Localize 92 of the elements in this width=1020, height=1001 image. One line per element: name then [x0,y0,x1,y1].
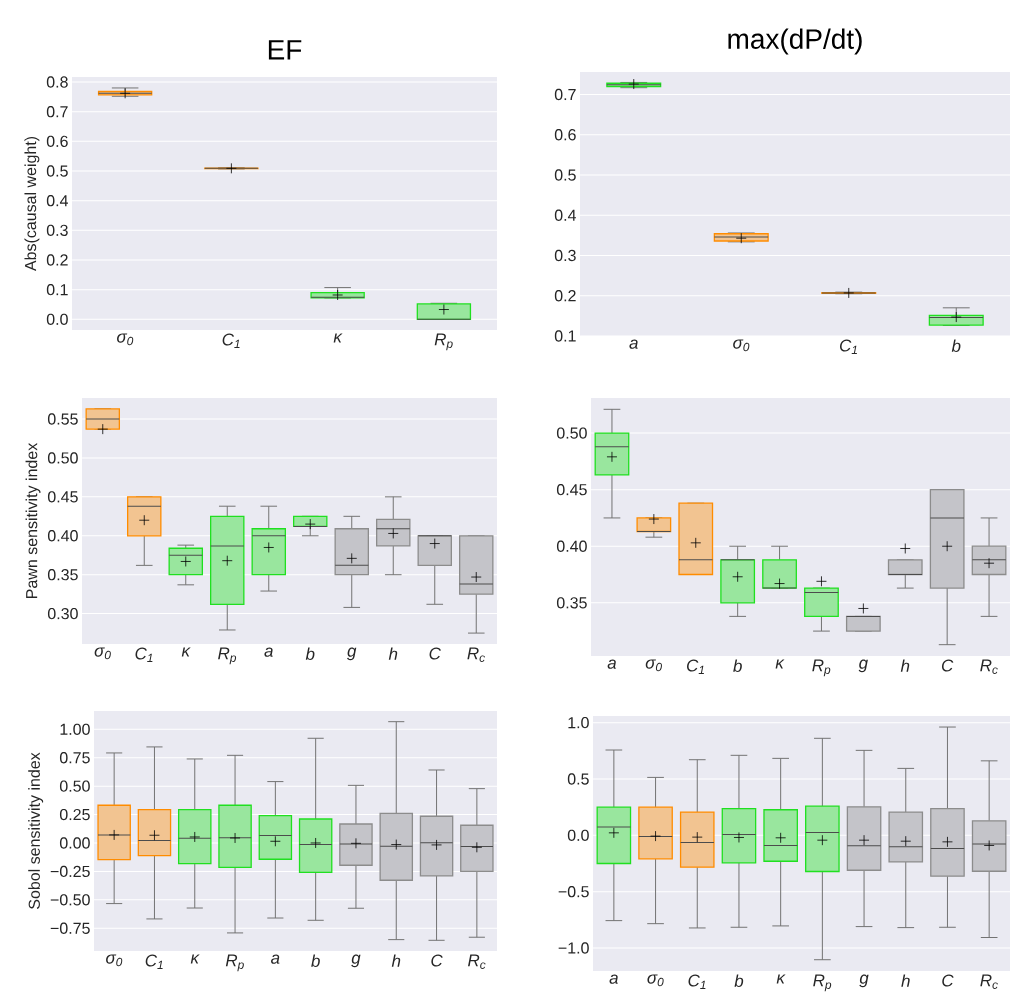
y-tick-label: 0.6 [554,129,576,141]
x-tick-label: C$_{1}$ [687,659,704,674]
x-tick-label: R$_{p}$ [812,659,831,677]
y-tick-label: 0.1 [554,330,576,342]
y-tick-label: 0.75 [59,752,90,764]
y-tick-label: 0.5 [46,165,68,177]
y-tick-label: 0.0 [46,313,68,325]
x-tick-label: a [271,954,280,964]
x-tick-label: C [429,647,441,660]
x-tick-label: h [900,659,910,672]
y-tick-label: 0.8 [46,76,68,88]
x-tick-label: σ$_{0}$ [645,659,662,672]
x-tick-label: R$_{c}$ [468,954,486,969]
y-tick-label: 1.0 [568,716,589,729]
x-tick-label: b [733,659,742,673]
x-tick-label: R$_{p}$ [434,333,453,351]
x-tick-label: g [347,647,357,661]
x-tick-label: g [858,659,868,673]
x-tick-label: κ [776,974,786,984]
x-tick-label: σ$_{0}$ [94,647,111,660]
x-tick-label: h [388,647,398,660]
x-tick-label: b [305,647,315,661]
y-tick-label: −0.25 [50,865,90,878]
y-tick-label: 0.00 [59,837,90,849]
x-tick-label: R$_{c}$ [980,974,998,989]
y-tick-label: −0.5 [558,886,589,898]
x-tick-label: κ [775,659,785,669]
y-tick-label: 0.35 [556,597,587,609]
x-tick-label: C$_{1}$ [135,647,153,662]
x-tick-label: σ$_{0}$ [647,974,664,987]
y-tick-label: 0.50 [556,427,587,439]
y-tick-label: 0.40 [47,530,78,542]
y-tick-label: 0.0 [567,829,589,841]
y-tick-label: 0.4 [46,195,68,207]
y-tick-label: 0.5 [554,169,576,181]
x-tick-label: a [264,647,273,657]
y-tick-label: 0.4 [554,209,576,221]
y-tick-label: 0.3 [554,249,576,262]
x-tick-label: R$_{p}$ [813,974,832,992]
x-tick-label: g [351,954,361,968]
y-tick-label: 0.35 [47,569,78,581]
y-tick-label: 0.5 [567,773,589,785]
y-tick-label: 0.45 [556,483,587,496]
x-tick-label: κ [333,333,343,343]
x-tick-label: C [942,974,954,987]
x-tick-label: σ$_{0}$ [733,339,750,352]
y-tick-label: 0.55 [47,413,78,425]
y-tick-label: 0.30 [47,607,78,620]
x-tick-label: C [941,659,954,672]
x-tick-label: b [951,339,961,353]
y-axis-title: Pawn sensitivity index [25,442,41,598]
x-tick-label: C$_{1}$ [688,974,706,989]
x-tick-label: C$_{1}$ [222,333,240,348]
x-tick-label: a [609,974,618,984]
chart-title: EF [268,40,302,60]
x-tick-label: h [901,974,910,987]
y-tick-label: −1.0 [558,942,589,954]
y-tick-label: 0.25 [59,808,90,821]
y-tick-label: −0.75 [50,922,90,934]
x-tick-label: R$_{c}$ [980,659,998,674]
y-tick-label: 0.3 [46,224,68,236]
x-tick-label: R$_{p}$ [218,647,237,665]
x-tick-label: κ [181,647,191,657]
x-tick-label: C [431,954,443,967]
y-tick-label: 0.40 [556,540,587,552]
x-tick-label: σ$_{0}$ [106,954,123,967]
chart-title: max(dP/dt) [728,28,862,55]
y-tick-label: −0.50 [50,894,90,906]
x-tick-label: R$_{c}$ [467,647,485,662]
x-tick-label: b [734,974,744,988]
y-tick-label: 0.2 [554,290,576,302]
x-tick-label: σ$_{0}$ [117,333,134,346]
y-tick-label: 1.00 [60,723,90,735]
y-tick-label: 0.45 [47,491,78,503]
x-tick-label: b [311,954,320,968]
y-tick-label: 0.50 [47,452,78,464]
y-tick-label: 0.7 [46,106,68,118]
x-tick-label: h [391,954,401,967]
y-axis-title: Sobol sensitivity index [28,752,44,909]
y-tick-label: 0.1 [46,283,68,296]
x-tick-label: a [607,659,617,669]
y-tick-label: 0.2 [46,254,68,266]
x-tick-label: g [859,974,869,988]
x-tick-label: κ [190,954,200,964]
y-tick-label: 0.50 [59,780,90,792]
y-tick-label: 0.7 [554,88,576,101]
x-tick-label: C$_{1}$ [840,339,857,354]
x-tick-label: R$_{p}$ [225,954,244,972]
y-tick-label: 0.6 [46,135,68,148]
x-tick-label: a [629,339,638,349]
x-tick-label: C$_{1}$ [145,954,163,969]
y-axis-title: Abs(causal weight) [24,136,40,272]
